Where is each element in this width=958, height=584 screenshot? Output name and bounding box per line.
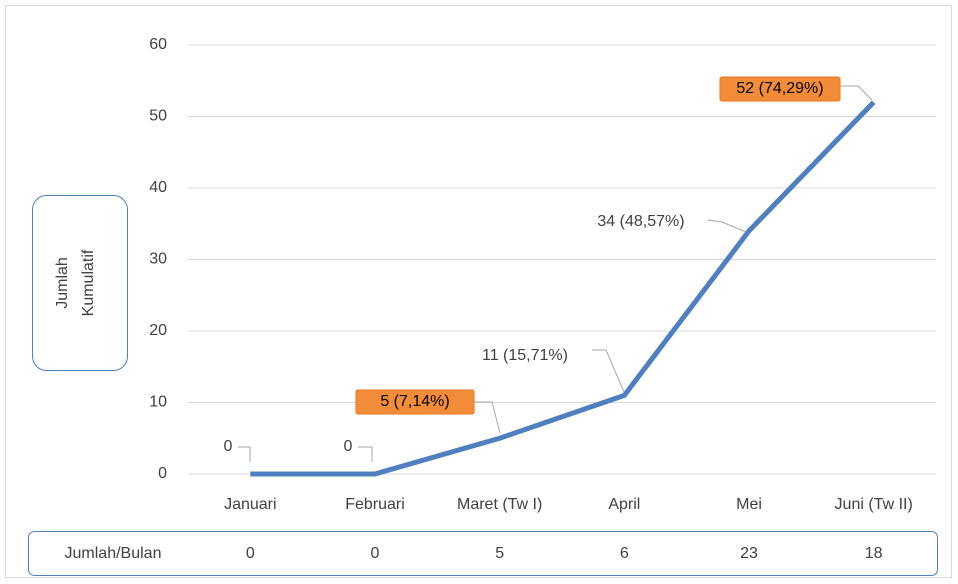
data-label: 52 (74,29%) [736, 80, 823, 97]
y-tick-label: 0 [158, 465, 167, 482]
table-value: 18 [865, 545, 883, 562]
x-tick-label: Maret (Tw I) [457, 496, 542, 513]
leader-line [474, 401, 501, 434]
leader-line [238, 446, 251, 462]
y-tick-label: 60 [149, 36, 167, 53]
y-tick-label: 10 [149, 394, 167, 411]
x-tick-label: Februari [345, 496, 405, 513]
y-axis-label: Jumlah [54, 257, 71, 309]
leader-line [840, 85, 873, 101]
x-tick-label: Mei [736, 496, 762, 513]
leader-line [707, 219, 747, 233]
table-value: 5 [495, 545, 504, 562]
table-label: Jumlah/Bulan [65, 545, 162, 562]
leader-line [592, 349, 625, 393]
y-tick-label: 50 [149, 108, 167, 125]
leader-line [358, 446, 373, 462]
data-label: 11 (15,71%) [482, 347, 568, 364]
y-axis-label: Kumulatif [80, 249, 97, 316]
y-tick-label: 40 [149, 179, 167, 196]
label-box [719, 76, 841, 102]
y-tick-label: 30 [149, 251, 167, 268]
data-label: 0 [344, 438, 353, 455]
table-value: 23 [740, 545, 758, 562]
table-box [28, 531, 938, 576]
data-label: 5 (7,14%) [380, 393, 449, 410]
y-tick-label: 20 [149, 322, 167, 339]
y-label-box [32, 195, 128, 371]
x-tick-label: April [608, 496, 640, 513]
table-value: 0 [246, 545, 255, 562]
x-tick-label: Januari [224, 496, 276, 513]
data-label: 34 (48,57%) [597, 213, 684, 230]
data-label: 0 [224, 438, 233, 455]
table-value: 0 [371, 545, 380, 562]
line [250, 100, 876, 477]
label-box [355, 389, 475, 415]
x-tick-label: Juni (Tw II) [835, 496, 913, 513]
table-value: 6 [620, 545, 629, 562]
